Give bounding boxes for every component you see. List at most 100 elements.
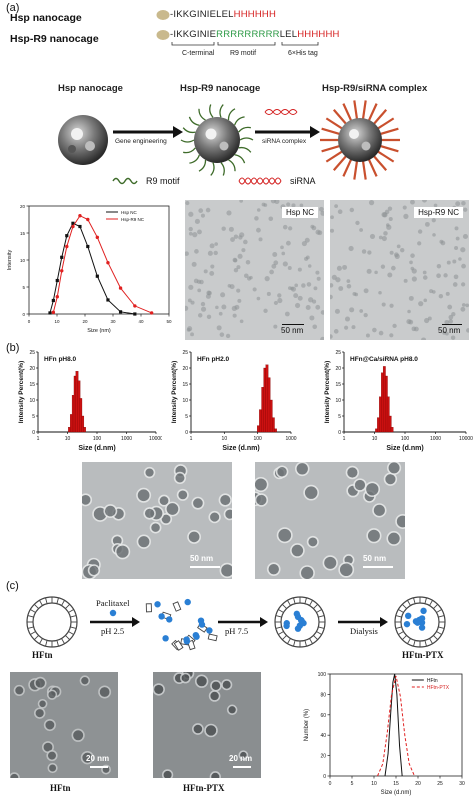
hsp-nanocage-sphere [58, 115, 108, 165]
tem-particle [372, 327, 377, 333]
r9-motif-strand [209, 104, 214, 118]
tem-particle [200, 301, 206, 307]
tem-particle [237, 253, 243, 259]
tem-particle [455, 201, 461, 207]
legend-label: HFtn [427, 678, 438, 684]
tem-particle [187, 529, 202, 544]
data-point [55, 278, 59, 283]
tem-particle [246, 276, 252, 281]
cage-subunit [287, 638, 291, 644]
tem-particle [98, 685, 112, 699]
y-axis-label: Number (%) [304, 709, 310, 741]
tem-label-hftn-ptx: HFtn-PTX [183, 783, 225, 793]
tem-particle [337, 209, 343, 215]
cage-subunit [316, 631, 322, 635]
tem-particle [199, 279, 204, 285]
tem-particle [389, 250, 394, 255]
tem-particle [316, 276, 321, 281]
tem-image-hsp-r9-nc: Hsp-R9 NC 50 nm [330, 200, 469, 340]
tem-particle [143, 466, 156, 479]
r9-motif-legend-label: R9 motif [146, 176, 180, 186]
r9-motif-strand [180, 139, 195, 143]
data-point [60, 255, 64, 259]
cage-subunit [68, 609, 74, 613]
cage-subunit [402, 635, 407, 640]
x-axis-label: Size (d.nm) [222, 445, 259, 452]
tem-particle [407, 309, 411, 314]
tem-particle [450, 335, 456, 340]
tem-particle [213, 250, 218, 256]
sirna-strand [376, 149, 395, 163]
plot-frame [28, 205, 170, 315]
tem-particle [307, 264, 312, 268]
step-paclitaxel-label: Paclitaxel [96, 598, 130, 608]
tem-particle [336, 265, 342, 271]
tem-particle [188, 284, 194, 290]
hftn-ptx-end-label: HFtn-PTX [402, 650, 444, 660]
arrow-sirna-complex-label: siRNA complex [262, 138, 307, 145]
y-tick-label: 5 [22, 285, 25, 290]
tem-particle [305, 305, 311, 311]
sequence-r9-black1: -IKKGINIE [170, 29, 217, 40]
y-tick-label: 15 [29, 382, 35, 388]
cage-subunit [316, 609, 322, 613]
x-tick-label: 10 [54, 319, 60, 324]
sequence-hsp-black: -IKKGINIELEL [170, 9, 234, 20]
tem-particle [236, 288, 241, 293]
y-tick-label: 25 [182, 350, 188, 356]
sirna-strand [325, 149, 344, 163]
y-axis-label: Intensity Percent(%) [324, 361, 331, 424]
y-tick-label: 0 [185, 430, 188, 436]
tem-particle [282, 224, 288, 230]
tem-particle [280, 245, 284, 250]
sequence-r9-motif: RRRRRRRRR [216, 29, 280, 40]
scale-bar [442, 324, 462, 325]
x-tick-label: 50 [166, 319, 172, 324]
histogram-bar [81, 415, 85, 433]
sirna-strand [342, 157, 353, 177]
tem-particle [87, 564, 101, 577]
cage-subunit [413, 597, 416, 604]
tem-particle [194, 218, 200, 225]
cage-subunit [318, 615, 325, 618]
data-point [78, 214, 82, 218]
tem-particle [417, 229, 423, 234]
tem-particle [205, 293, 211, 299]
histogram-bar [259, 409, 262, 433]
cage-fragment [207, 633, 218, 642]
tem-particle [322, 555, 338, 571]
tem-particle [378, 290, 382, 295]
cage-subunit [39, 638, 43, 644]
sirna-strand [372, 154, 388, 171]
tem-image-hsp-nc: Hsp NC 50 nm [185, 200, 324, 340]
panel-b-label: (b) [6, 342, 20, 354]
tem-particle [378, 235, 383, 240]
hsp-r9-nanocage-sphere [180, 104, 254, 176]
x-axis-label: Size (d.nm) [78, 445, 115, 452]
r9-motif-strand [219, 104, 224, 118]
tem-particle [219, 562, 232, 579]
tem-particle [368, 200, 375, 206]
cage-subunit [56, 640, 59, 647]
tem-particle [299, 203, 304, 208]
tem-particle [191, 496, 205, 510]
tem-particle [388, 216, 393, 222]
x-tick-label: 15 [393, 781, 399, 787]
tem-particle [313, 286, 318, 291]
data-point [48, 311, 52, 315]
cage-fragment [172, 601, 182, 612]
data-point [60, 269, 64, 273]
y-tick-label: 25 [29, 350, 35, 356]
tem-particle [210, 264, 215, 269]
tem-particle [223, 507, 232, 521]
cage-subunit [70, 615, 77, 618]
cage-subunit [309, 638, 313, 644]
y-tick-label: 0 [22, 312, 25, 317]
tem-particle [409, 260, 413, 265]
paclitaxel-molecule [418, 624, 426, 631]
x-axis-label: Size (d.nm) [381, 790, 412, 796]
sequence-row-hsp-r9: Hsp-R9 nanocage [10, 29, 99, 47]
cage-subunit [34, 635, 39, 640]
tem-particle [461, 263, 466, 269]
tem-particle [452, 282, 458, 287]
